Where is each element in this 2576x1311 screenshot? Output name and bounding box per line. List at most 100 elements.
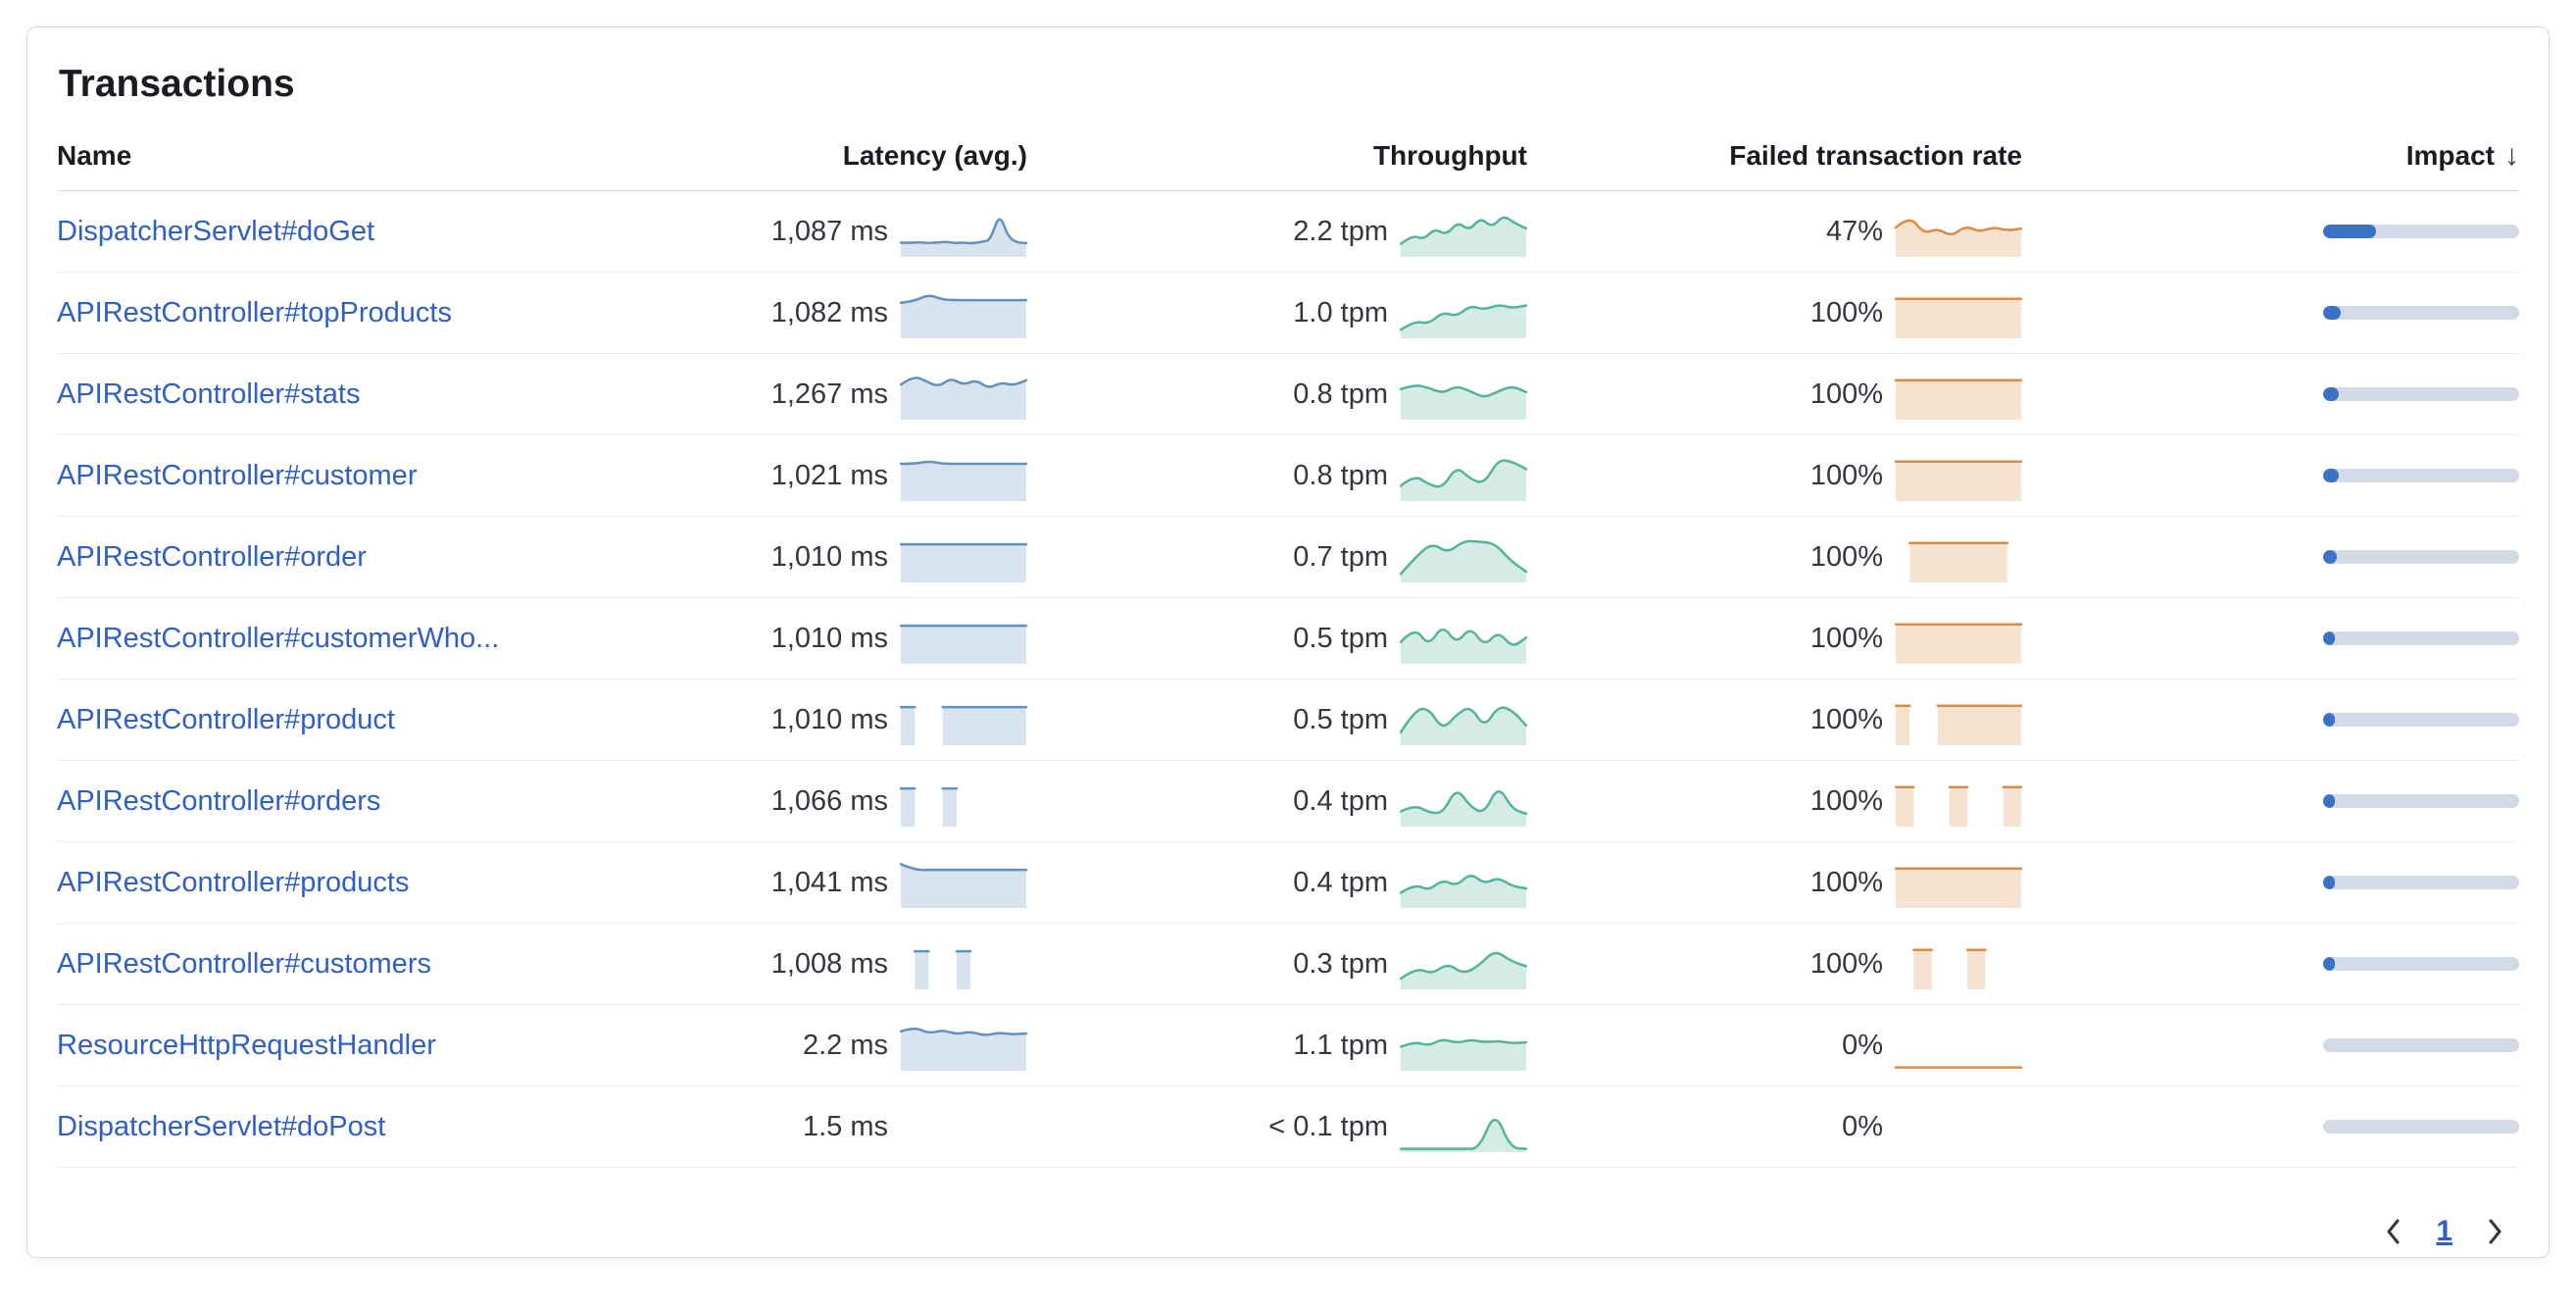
table-row: APIRestController#customers 1,008 ms 0.3…: [57, 924, 2519, 1005]
latency-value: 1,010 ms: [770, 703, 888, 735]
latency-value: 1,267 ms: [770, 378, 888, 410]
name-cell: APIRestController#customer: [57, 460, 743, 492]
column-header-failed-rate[interactable]: Failed transaction rate: [1729, 140, 2022, 171]
failed-rate-value: 100%: [1809, 296, 1883, 328]
name-cell: ResourceHttpRequestHandler: [57, 1030, 743, 1062]
impact-cell: [2022, 225, 2519, 238]
latency-sparkline: [913, 949, 972, 989]
transaction-link[interactable]: APIRestController#product: [57, 703, 395, 735]
transaction-link[interactable]: APIRestController#stats: [57, 378, 361, 410]
table-header-row: Name Latency (avg.) Throughput Failed tr…: [57, 133, 2519, 191]
throughput-value: 1.1 tpm: [1293, 1029, 1388, 1061]
failed-rate-value: 0%: [1842, 1029, 1883, 1061]
throughput-cell: 0.4 tpm: [1027, 856, 1527, 909]
transaction-link[interactable]: APIRestController#customers: [57, 947, 431, 980]
failed-rate-sparkline: [1895, 460, 2022, 501]
throughput-cell: 0.8 tpm: [1027, 449, 1527, 502]
failed-rate-value: 100%: [1809, 866, 1883, 898]
impact-cell: [2022, 713, 2519, 727]
latency-value: 2.2 ms: [802, 1029, 888, 1061]
transaction-link[interactable]: APIRestController#customer: [57, 459, 418, 491]
failed-rate-value: 100%: [1809, 378, 1883, 410]
latency-sparkline: [900, 786, 959, 827]
impact-bar: [2323, 794, 2519, 808]
failed-rate-value: 47%: [1825, 215, 1883, 247]
impact-cell: [2022, 876, 2519, 889]
table-row: APIRestController#topProducts 1,082 ms 1…: [57, 273, 2519, 354]
failed-rate-cell: 100%: [1527, 612, 2022, 665]
failed-rate-value: 100%: [1809, 784, 1883, 817]
column-header-throughput[interactable]: Throughput: [1372, 140, 1527, 171]
table-row: ResourceHttpRequestHandler 2.2 ms 1.1 tp…: [57, 1005, 2519, 1086]
latency-cell: 2.2 ms: [743, 1019, 1027, 1072]
failed-rate-value: 100%: [1809, 459, 1883, 491]
prev-page-button[interactable]: [2373, 1209, 2414, 1254]
throughput-cell: 1.0 tpm: [1027, 286, 1527, 339]
column-header-impact[interactable]: Impact ↓: [2022, 139, 2519, 173]
failed-rate-value: 100%: [1809, 947, 1883, 980]
table-row: DispatcherServlet#doGet 1,087 ms 2.2 tpm…: [57, 191, 2519, 273]
table-row: APIRestController#products 1,041 ms 0.4 …: [57, 842, 2519, 924]
impact-bar-fill: [2323, 469, 2339, 482]
throughput-sparkline: [1400, 384, 1527, 420]
latency-cell: 1.5 ms: [743, 1100, 1027, 1153]
failed-rate-sparkline: [1895, 219, 2022, 257]
latency-cell: 1,021 ms: [743, 449, 1027, 502]
throughput-cell: 0.7 tpm: [1027, 530, 1527, 583]
transaction-link[interactable]: DispatcherServlet#doGet: [57, 215, 374, 247]
latency-value: 1,082 ms: [770, 296, 888, 328]
latency-cell: 1,041 ms: [743, 856, 1027, 909]
impact-bar: [2323, 1038, 2519, 1052]
latency-sparkline: [900, 863, 1027, 908]
latency-value: 1,010 ms: [770, 622, 888, 654]
impact-bar-fill: [2323, 794, 2335, 808]
throughput-value: 0.3 tpm: [1293, 947, 1388, 980]
page-1-button[interactable]: 1: [2436, 1215, 2452, 1247]
failed-rate-cell: 100%: [1527, 856, 2022, 909]
failed-rate-cell: 100%: [1527, 530, 2022, 583]
transaction-link[interactable]: APIRestController#orders: [57, 784, 381, 817]
impact-cell: [2022, 306, 2519, 320]
name-cell: DispatcherServlet#doGet: [57, 216, 743, 248]
impact-cell: [2022, 794, 2519, 808]
transaction-link[interactable]: APIRestController#order: [57, 540, 367, 573]
impact-bar: [2323, 469, 2519, 482]
failed-rate-cell: 100%: [1527, 368, 2022, 421]
transaction-link[interactable]: APIRestController#topProducts: [57, 296, 452, 328]
transaction-link[interactable]: APIRestController#customerWho...: [57, 622, 500, 654]
latency-value: 1,021 ms: [770, 459, 888, 491]
failed-rate-cell: 100%: [1527, 286, 2022, 339]
impact-bar: [2323, 1120, 2519, 1134]
impact-bar-fill: [2323, 876, 2335, 889]
throughput-value: 0.8 tpm: [1293, 378, 1388, 410]
pagination: 1: [57, 1209, 2519, 1254]
impact-cell: [2022, 957, 2519, 971]
transaction-link[interactable]: APIRestController#products: [57, 866, 410, 898]
latency-value: 1,087 ms: [770, 215, 888, 247]
chevron-left-icon: [2387, 1219, 2400, 1244]
failed-rate-cell: 100%: [1527, 449, 2022, 502]
next-page-button[interactable]: [2474, 1209, 2515, 1254]
throughput-sparkline: [1400, 1118, 1527, 1152]
throughput-value: 0.4 tpm: [1293, 784, 1388, 817]
throughput-value: 0.5 tpm: [1293, 703, 1388, 735]
latency-sparkline: [900, 1027, 1027, 1071]
sort-descending-icon: ↓: [2504, 139, 2519, 172]
impact-cell: [2022, 1120, 2519, 1134]
throughput-value: < 0.1 tpm: [1268, 1110, 1388, 1142]
impact-bar-fill: [2323, 550, 2337, 564]
latency-cell: 1,087 ms: [743, 205, 1027, 258]
transaction-link[interactable]: ResourceHttpRequestHandler: [57, 1029, 436, 1061]
throughput-sparkline: [1400, 216, 1527, 257]
table-row: APIRestController#order 1,010 ms 0.7 tpm…: [57, 517, 2519, 598]
throughput-value: 0.7 tpm: [1293, 540, 1388, 573]
throughput-sparkline: [1400, 539, 1527, 582]
failed-rate-sparkline: [1895, 867, 2022, 908]
column-header-latency[interactable]: Latency (avg.): [842, 140, 1027, 171]
throughput-sparkline: [1400, 304, 1527, 338]
failed-rate-sparkline: [1895, 297, 2022, 338]
latency-value: 1,010 ms: [770, 540, 888, 573]
failed-rate-cell: 100%: [1527, 693, 2022, 746]
transaction-link[interactable]: DispatcherServlet#doPost: [57, 1110, 386, 1142]
throughput-value: 0.8 tpm: [1293, 459, 1388, 491]
